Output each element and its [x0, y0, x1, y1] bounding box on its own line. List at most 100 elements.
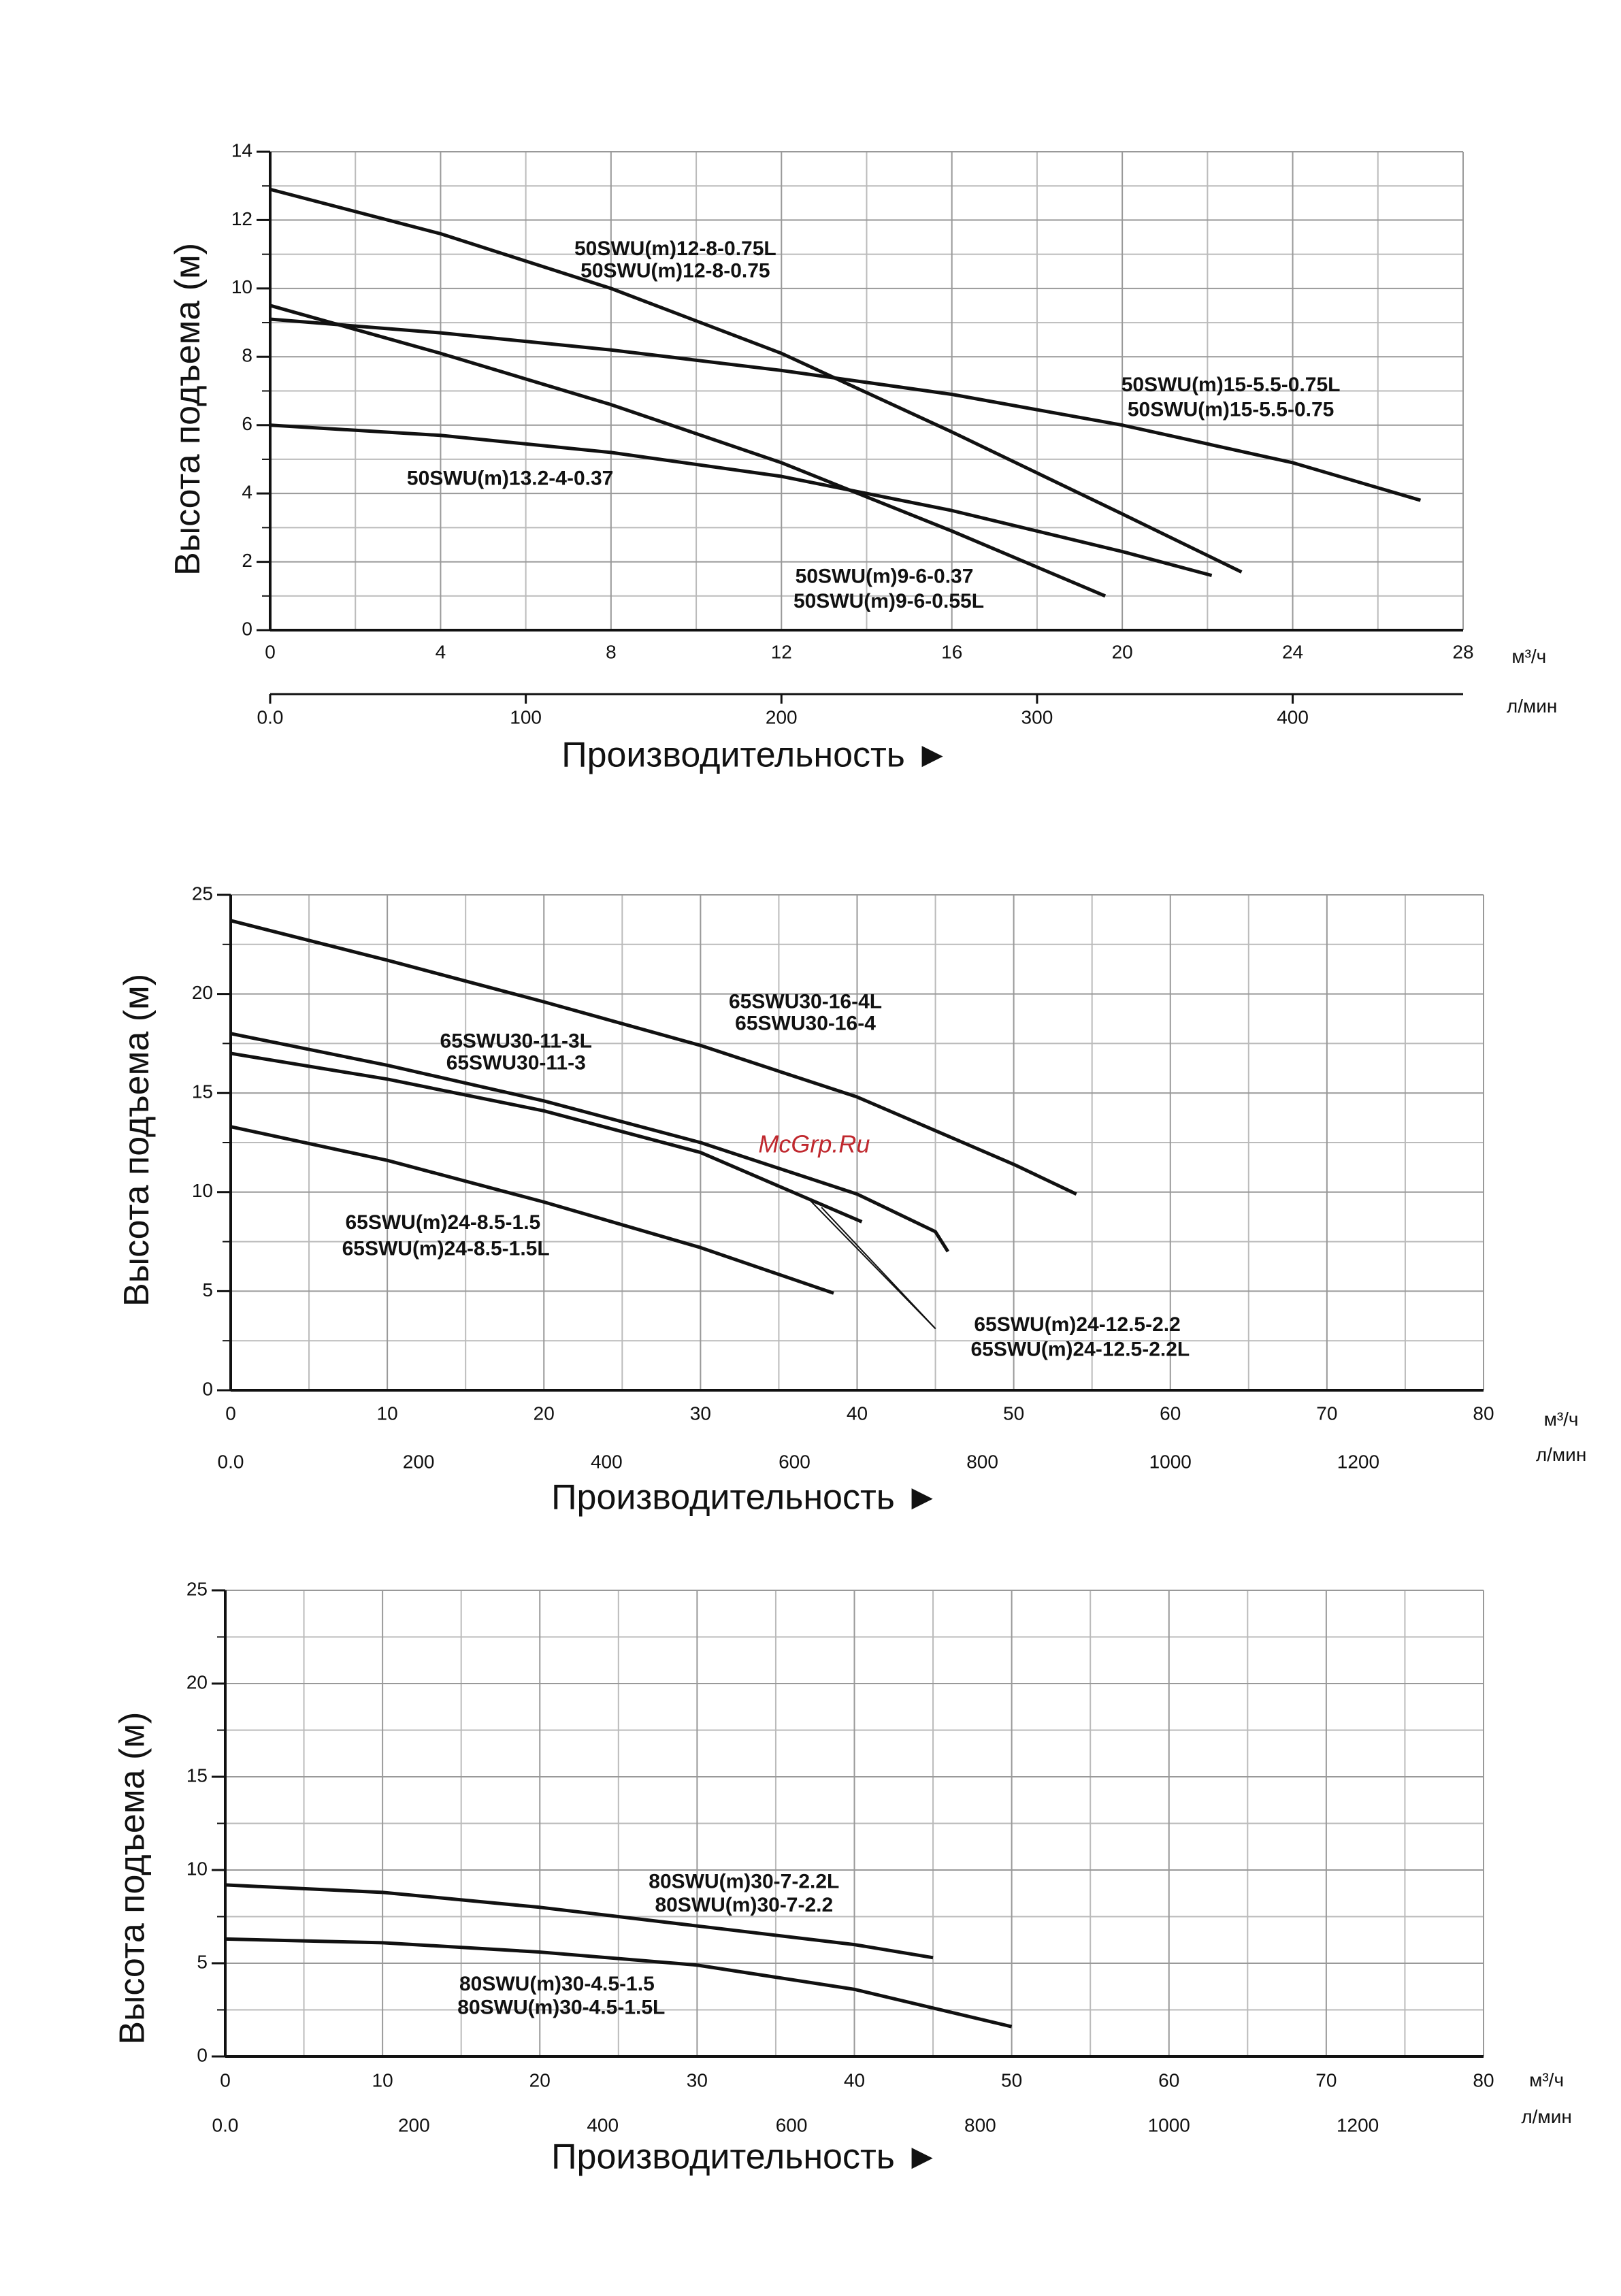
x-tick-label: 80 — [1473, 2069, 1494, 2090]
x-tick-label: 30 — [690, 1403, 711, 1424]
x-axis-label: Производительность ► — [551, 1478, 940, 1518]
curve-label: 80SWU(m)30-7-2.2 — [655, 1894, 833, 1916]
x-tick-label: 16 — [941, 641, 962, 662]
x2-tick-label: 1200 — [1337, 2114, 1379, 2135]
x-tick-label: 60 — [1160, 1403, 1181, 1424]
y-tick-label: 20 — [192, 982, 213, 1003]
x2-tick-label: 400 — [591, 1451, 623, 1472]
x-tick-label: 4 — [436, 641, 446, 662]
pump-curve — [230, 1125, 834, 1295]
pump-curve — [230, 919, 1077, 1196]
x-tick-label: 10 — [372, 2069, 393, 2090]
x-tick-label: 20 — [534, 1403, 555, 1424]
x-tick-label: 50 — [1001, 2069, 1022, 2090]
curve-label: 65SWU(m)24-12.5-2.2 — [974, 1313, 1180, 1336]
curve-label: 50SWU(m)13.2-4-0.37 — [407, 467, 613, 489]
x-tick-label: 50 — [1003, 1403, 1024, 1424]
x-tick-label: 60 — [1158, 2069, 1179, 2090]
x-tick-label: 20 — [529, 2069, 551, 2090]
y-tick-label: 5 — [197, 1951, 208, 1972]
y-tick-label: 10 — [231, 276, 252, 297]
x2-unit: л/мин — [1536, 1444, 1586, 1465]
x2-tick-label: 0.0 — [212, 2114, 239, 2135]
pump-curve — [230, 1051, 863, 1224]
y-tick-label: 5 — [202, 1279, 213, 1300]
x2-tick-label: 1000 — [1148, 2114, 1190, 2135]
x-tick-label: 24 — [1282, 641, 1303, 662]
pump-curve — [269, 317, 1422, 502]
x-tick-label: 0 — [225, 1403, 236, 1424]
curve-label: 65SWU(m)24-12.5-2.2L — [970, 1339, 1190, 1361]
curve-label: 50SWU(m)15-5.5-0.75 — [1128, 399, 1334, 421]
y-tick-label: 4 — [242, 482, 252, 503]
y-tick-label: 10 — [186, 1858, 208, 1879]
y-tick-label: 25 — [186, 1578, 208, 1599]
x-tick-label: 70 — [1315, 2069, 1337, 2090]
pump-curve — [230, 1032, 950, 1253]
x2-tick-label: 800 — [964, 2114, 996, 2135]
x-unit: м³/ч — [1511, 646, 1546, 667]
x-tick-label: 0 — [220, 2069, 231, 2090]
y-tick-label: 2 — [242, 550, 252, 571]
y-axis-label: Высота подъема (м) — [117, 974, 157, 1307]
x-tick-label: 70 — [1316, 1403, 1337, 1424]
x-tick-label: 80 — [1473, 1403, 1494, 1424]
x2-tick-label: 200 — [398, 2114, 430, 2135]
x2-tick-label: 600 — [776, 2114, 808, 2135]
curve-label: 65SWU30-11-3L — [440, 1030, 592, 1052]
x2-tick-label: 1000 — [1149, 1451, 1192, 1472]
pump-curve — [269, 187, 1243, 574]
y-tick-label: 0 — [242, 618, 252, 639]
leader-line — [821, 1207, 936, 1330]
x-tick-label: 10 — [377, 1403, 398, 1424]
x2-tick-label: 1200 — [1337, 1451, 1379, 1472]
y-tick-label: 25 — [192, 883, 213, 904]
curve-label: 50SWU(m)9-6-0.37 — [796, 565, 974, 587]
curve-label: 50SWU(m)9-6-0.55L — [793, 590, 984, 612]
x-tick-label: 20 — [1112, 641, 1133, 662]
x2-tick-label: 200 — [766, 706, 798, 727]
y-axis-label: Высота подъема (м) — [112, 1712, 152, 2045]
x-unit: м³/ч — [1529, 2069, 1564, 2090]
x-tick-label: 40 — [844, 2069, 865, 2090]
x-tick-label: 40 — [847, 1403, 868, 1424]
x2-tick-label: 200 — [403, 1451, 435, 1472]
pump-curve — [269, 423, 1213, 578]
curve-label: 80SWU(m)30-4.5-1.5L — [457, 1996, 665, 2018]
y-tick-label: 15 — [186, 1765, 208, 1786]
x-axis-label: Производительность ► — [551, 2137, 940, 2176]
y-tick-label: 0 — [197, 2044, 208, 2065]
x2-tick-label: 400 — [1277, 706, 1309, 727]
curve-label: 65SWU30-11-3 — [446, 1052, 586, 1075]
x-axis-label: Производительность ► — [561, 735, 950, 774]
x2-tick-label: 0.0 — [257, 706, 284, 727]
x2-tick-label: 800 — [966, 1451, 998, 1472]
x-tick-label: 28 — [1452, 641, 1473, 662]
y-tick-label: 14 — [231, 140, 252, 161]
pump-curve — [225, 1937, 1013, 2029]
curve-label: 50SWU(m)12-8-0.75L — [574, 237, 776, 260]
y-tick-label: 20 — [186, 1671, 208, 1692]
pump-curve — [225, 1883, 934, 1960]
curve-label: 80SWU(m)30-4.5-1.5 — [459, 1973, 655, 1995]
x-tick-label: 0 — [265, 641, 276, 662]
watermark: McGrp.Ru — [758, 1130, 870, 1158]
x2-tick-label: 600 — [779, 1451, 810, 1472]
y-axis-label: Высота подъема (м) — [168, 243, 208, 576]
x2-unit: л/мин — [1507, 695, 1557, 717]
x2-tick-label: 0.0 — [218, 1451, 244, 1472]
x-tick-label: 30 — [687, 2069, 708, 2090]
curve-label: 50SWU(m)15-5.5-0.75L — [1121, 374, 1341, 396]
pump-curve — [269, 304, 1107, 598]
curve-label: 65SWU30-16-4 — [735, 1013, 876, 1035]
y-tick-label: 12 — [231, 208, 252, 229]
y-tick-label: 6 — [242, 413, 252, 434]
curve-label: 80SWU(m)30-7-2.2L — [649, 1871, 839, 1893]
x2-tick-label: 100 — [510, 706, 542, 727]
y-tick-label: 10 — [192, 1180, 213, 1201]
x-unit: м³/ч — [1544, 1409, 1579, 1430]
y-tick-label: 15 — [192, 1081, 213, 1102]
x2-unit: л/мин — [1521, 2106, 1571, 2127]
